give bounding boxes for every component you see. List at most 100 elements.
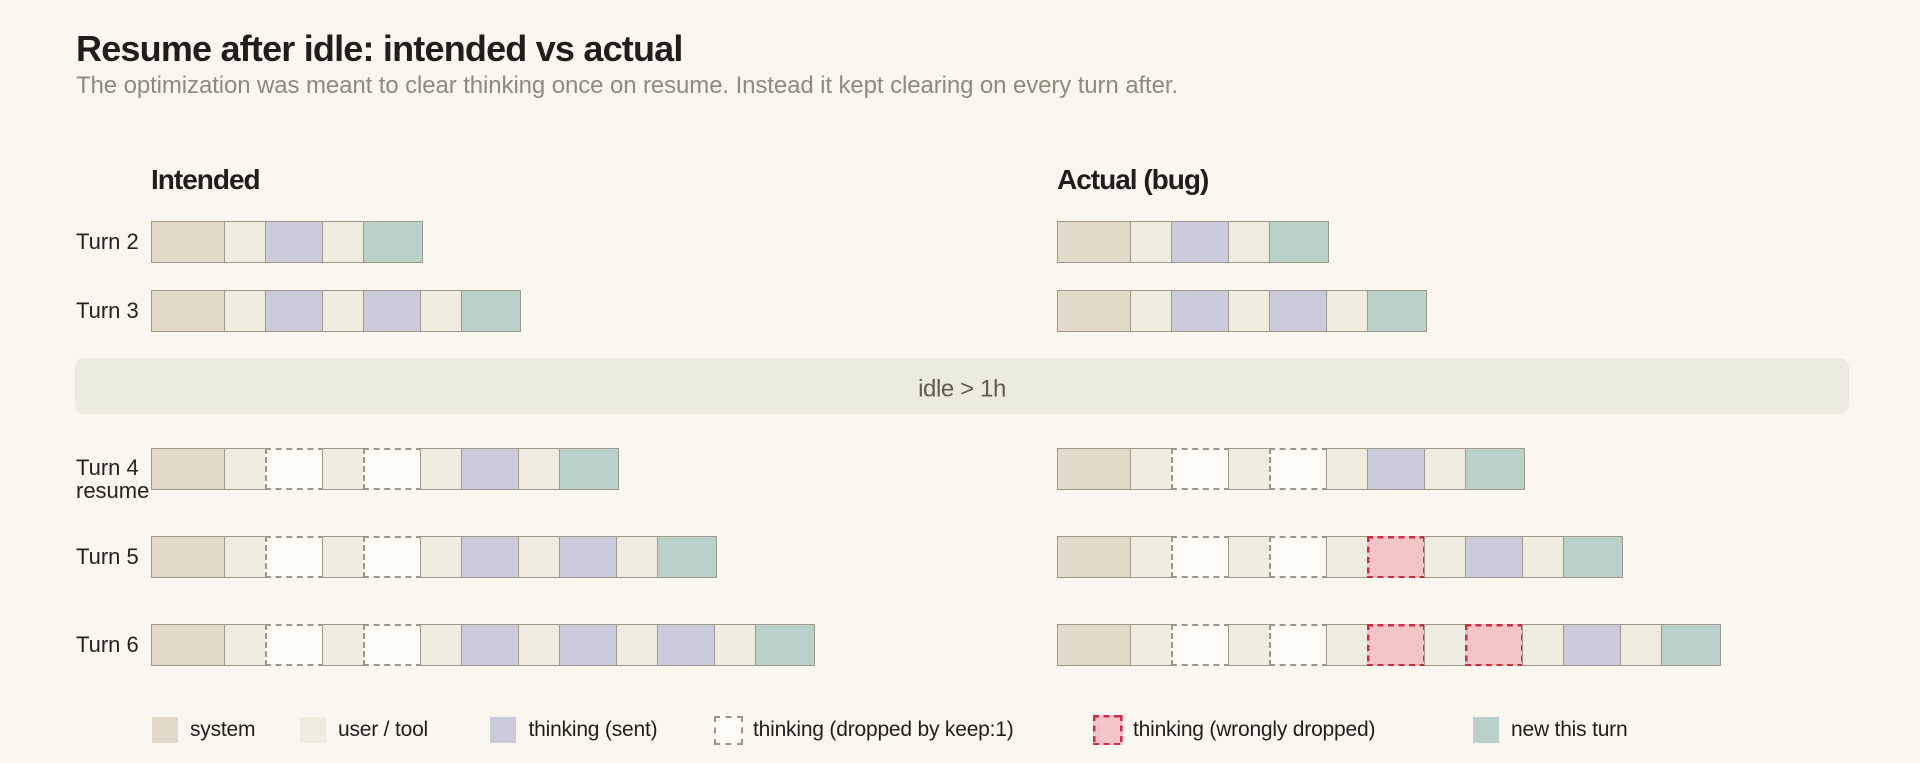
block-wrong: [1367, 624, 1426, 666]
block-system: [1056, 221, 1132, 263]
block-new: [1465, 448, 1525, 490]
turn-row-intended-2: [150, 221, 423, 263]
block-user: [420, 624, 463, 666]
block-system: [150, 448, 226, 490]
row-label-turn-3: Turn 3: [76, 298, 139, 324]
block-new: [1563, 536, 1623, 578]
block-dropped: [265, 448, 324, 490]
block-user: [224, 536, 267, 578]
row-label-turn-2: Turn 2: [76, 229, 139, 255]
block-user: [518, 624, 561, 666]
page-subtitle: The optimization was meant to clear thin…: [76, 71, 1178, 99]
block-user: [224, 624, 267, 666]
block-thinking: [363, 290, 422, 332]
block-new: [657, 536, 717, 578]
block-user: [1228, 624, 1271, 666]
row-label-turn-5: Turn 5: [76, 544, 139, 570]
block-thinking: [461, 448, 520, 490]
block-dropped: [1269, 448, 1328, 490]
turn-row-intended-5: [150, 536, 717, 578]
block-user: [1228, 221, 1271, 263]
turn-row-actual-2: [1056, 221, 1329, 263]
block-dropped: [1269, 624, 1328, 666]
block-new: [461, 290, 521, 332]
block-system: [150, 624, 226, 666]
block-thinking: [559, 624, 618, 666]
block-dropped: [363, 536, 422, 578]
turn-row-intended-4: [150, 448, 619, 490]
block-system: [150, 221, 226, 263]
block-dropped: [1269, 536, 1328, 578]
block-user: [1620, 624, 1663, 666]
legend-swatch-thinking: [490, 717, 516, 743]
block-thinking: [1367, 448, 1426, 490]
column-heading-actual: Actual (bug): [1057, 164, 1209, 195]
row-label-turn-6: Turn 6: [76, 632, 139, 658]
block-dropped: [1171, 536, 1230, 578]
block-user: [616, 624, 659, 666]
block-new: [755, 624, 815, 666]
block-system: [150, 290, 226, 332]
legend-swatch-wrong: [1092, 715, 1123, 745]
block-system: [1056, 448, 1132, 490]
idle-band-label: idle > 1h: [918, 375, 1006, 403]
legend-label-new: new this turn: [1511, 718, 1628, 741]
block-user: [1228, 290, 1271, 332]
block-dropped: [1171, 448, 1230, 490]
block-thinking: [1563, 624, 1622, 666]
row-label-turn-4-resume: Turn 4 resume: [76, 454, 150, 503]
block-user: [616, 536, 659, 578]
turn-row-actual-6: [1056, 624, 1721, 666]
block-user: [1228, 536, 1271, 578]
block-user: [1424, 448, 1467, 490]
block-user: [1522, 624, 1565, 666]
legend-swatch-new: [1472, 717, 1499, 743]
block-thinking: [461, 624, 520, 666]
block-user: [1326, 624, 1369, 666]
turn-row-actual-5: [1056, 536, 1623, 578]
legend-label-system: system: [190, 718, 256, 741]
block-thinking: [265, 221, 324, 263]
block-wrong: [1367, 536, 1426, 578]
block-system: [150, 536, 226, 578]
block-dropped: [265, 624, 324, 666]
block-thinking: [1465, 536, 1524, 578]
block-user: [1130, 624, 1173, 666]
legend-swatch-dropped: [713, 716, 743, 745]
block-new: [559, 448, 619, 490]
turn-row-actual-4: [1056, 448, 1525, 490]
block-user: [322, 448, 365, 490]
block-dropped: [265, 536, 324, 578]
block-user: [322, 221, 365, 263]
block-thinking: [559, 536, 618, 578]
block-user: [1424, 624, 1467, 666]
block-dropped: [1171, 624, 1230, 666]
block-user: [1130, 536, 1173, 578]
block-user: [1326, 448, 1369, 490]
block-thinking: [265, 290, 324, 332]
block-new: [1269, 221, 1329, 263]
turn-row-intended-3: [150, 290, 521, 332]
block-new: [1367, 290, 1427, 332]
block-user: [322, 536, 365, 578]
column-heading-intended: Intended: [151, 164, 261, 195]
block-new: [1661, 624, 1721, 666]
block-thinking: [657, 624, 716, 666]
block-system: [1056, 624, 1132, 666]
legend-label-wrong: thinking (wrongly dropped): [1133, 718, 1376, 741]
legend-swatch-system: [151, 717, 178, 743]
block-user: [1130, 448, 1173, 490]
block-user: [322, 624, 365, 666]
block-user: [1522, 536, 1565, 578]
block-system: [1056, 290, 1132, 332]
block-user: [714, 624, 757, 666]
block-user: [1424, 536, 1467, 578]
block-user: [322, 290, 365, 332]
block-thinking: [1171, 221, 1230, 263]
block-user: [1228, 448, 1271, 490]
block-user: [420, 448, 463, 490]
block-user: [518, 448, 561, 490]
legend-label-thinking: thinking (sent): [528, 718, 658, 741]
block-wrong: [1465, 624, 1524, 666]
